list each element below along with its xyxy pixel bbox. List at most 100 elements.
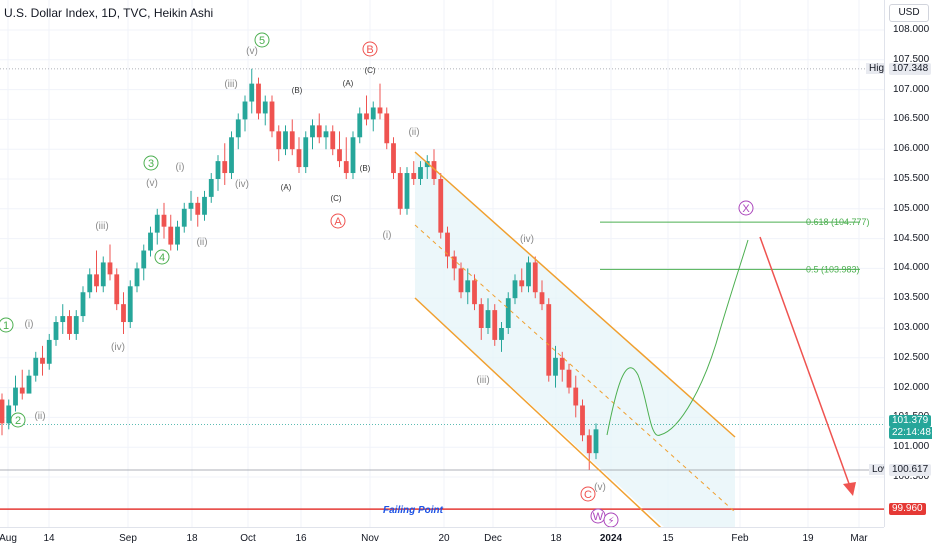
wave-x-label: X bbox=[742, 203, 750, 215]
price-tick-label: 106.000 bbox=[893, 143, 930, 155]
channel-lower-line bbox=[414, 297, 662, 527]
candle-body bbox=[148, 232, 153, 251]
candle-body bbox=[438, 179, 444, 233]
candle-body bbox=[377, 107, 383, 114]
candle-body bbox=[202, 196, 207, 215]
candle-body bbox=[546, 304, 552, 376]
candle-body bbox=[33, 357, 39, 376]
candle-body bbox=[451, 256, 457, 269]
candle-body bbox=[127, 286, 133, 323]
minor-wave-label: (i) bbox=[176, 162, 185, 173]
currency-button[interactable]: USD bbox=[889, 4, 929, 22]
candle-body bbox=[100, 262, 106, 287]
wave-3-label-circle bbox=[143, 155, 159, 171]
date-label: Aug bbox=[0, 533, 17, 544]
candle-body bbox=[141, 250, 147, 269]
candle-body bbox=[465, 280, 471, 293]
candle-body bbox=[310, 125, 315, 138]
candle-body bbox=[364, 113, 369, 120]
high-price-tag: 107.348 bbox=[889, 62, 932, 75]
chart-title: U.S. Dollar Index, 1D, TVC, Heikin Ashi bbox=[4, 6, 214, 20]
candle-body bbox=[526, 262, 531, 287]
minor-wave-label: (i) bbox=[25, 319, 34, 330]
candle-body bbox=[559, 357, 565, 370]
candle-body bbox=[19, 387, 25, 394]
price-tick-label: 106.500 bbox=[893, 113, 930, 125]
candle-body bbox=[0, 399, 5, 424]
minor-wave-label: (ii) bbox=[196, 237, 207, 248]
date-label: Nov bbox=[361, 533, 379, 544]
candle-body bbox=[208, 179, 214, 197]
candle-body bbox=[330, 131, 336, 150]
candle-body bbox=[134, 268, 140, 287]
candle-body bbox=[269, 101, 275, 132]
candle-body bbox=[195, 202, 201, 215]
wave-5-label-circle bbox=[254, 32, 270, 48]
failing-price-tag: 99.960 bbox=[889, 503, 926, 516]
chart-area[interactable]: Failing Point 0.618 (104.777) 0.5 (103.983… bbox=[0, 0, 884, 527]
price-axis[interactable]: 108.000 107.500 107.000 106.500 106.000 105.5… bbox=[884, 0, 932, 527]
wave-2-label-circle bbox=[10, 412, 26, 428]
candle-body bbox=[73, 316, 79, 334]
candle-body bbox=[485, 310, 491, 328]
price-tick-label: 103.500 bbox=[893, 292, 930, 304]
candle-body bbox=[458, 268, 464, 293]
candle-body bbox=[235, 119, 241, 138]
wave-b-label-circle bbox=[362, 41, 378, 57]
candle-body bbox=[67, 316, 72, 334]
candle-body bbox=[391, 143, 396, 174]
date-label: 14 bbox=[43, 533, 55, 544]
candle-body bbox=[411, 173, 417, 179]
wave-b-label: B bbox=[366, 44, 373, 56]
sub-wave-label: (A) bbox=[281, 183, 292, 192]
candle-body bbox=[283, 131, 288, 150]
candle-body bbox=[573, 387, 579, 406]
fib-label-0: 0.618 (104.777) bbox=[806, 217, 870, 227]
candle-body bbox=[553, 357, 558, 376]
minor-wave-label: (ii) bbox=[408, 127, 419, 138]
candle-body bbox=[499, 328, 504, 340]
candle-body bbox=[357, 113, 363, 138]
date-label: 20 bbox=[438, 533, 450, 544]
date-label: Feb bbox=[731, 533, 749, 544]
candle-body bbox=[418, 167, 423, 179]
minor-wave-label: (i) bbox=[383, 230, 392, 241]
candle-body bbox=[215, 161, 221, 179]
price-chart[interactable]: Failing Point 0.618 (104.777) 0.5 (103.983… bbox=[0, 0, 884, 527]
candle-body bbox=[478, 304, 484, 328]
channel-fill bbox=[415, 152, 735, 527]
high-label: High bbox=[866, 62, 884, 74]
candle-body bbox=[13, 387, 18, 406]
price-tick-label: 102.000 bbox=[893, 381, 930, 393]
time-axis[interactable]: Aug 14 Sep 18 Oct 16 Nov 20 Dec 18 2024 15 Feb 19 Mar bbox=[0, 527, 884, 551]
wave-a-label-circle bbox=[330, 213, 346, 229]
sub-wave-label: (A) bbox=[343, 79, 354, 88]
candle-body bbox=[114, 274, 120, 305]
candle-body bbox=[175, 226, 180, 245]
lightning-icon bbox=[603, 512, 619, 527]
candle-body bbox=[404, 173, 410, 209]
price-tick-label: 104.000 bbox=[893, 262, 930, 274]
candle-body bbox=[512, 280, 518, 299]
sub-wave-label: (B) bbox=[360, 164, 371, 173]
sub-wave-label: (B) bbox=[292, 86, 303, 95]
candle-body bbox=[424, 161, 430, 168]
fib-label-1: 0.5 (103.983) bbox=[806, 264, 860, 274]
candle-body bbox=[566, 369, 572, 388]
price-tick-label: 107.000 bbox=[893, 83, 930, 95]
candle-body bbox=[593, 429, 599, 454]
candle-body bbox=[87, 274, 93, 293]
candle-body bbox=[472, 280, 477, 305]
price-tick-label: 105.000 bbox=[893, 202, 930, 214]
candle-body bbox=[94, 274, 99, 287]
current-price-tag: 101.379 bbox=[889, 414, 932, 427]
candle-body bbox=[40, 357, 45, 364]
date-label: 2024 bbox=[599, 533, 623, 544]
candle-body bbox=[242, 101, 248, 120]
date-label: Sep bbox=[119, 533, 137, 544]
date-label: 18 bbox=[550, 533, 562, 544]
candle-body bbox=[256, 83, 261, 114]
price-tick-label: 105.500 bbox=[893, 173, 930, 184]
candle-body bbox=[350, 137, 356, 174]
candle-body bbox=[580, 405, 585, 436]
